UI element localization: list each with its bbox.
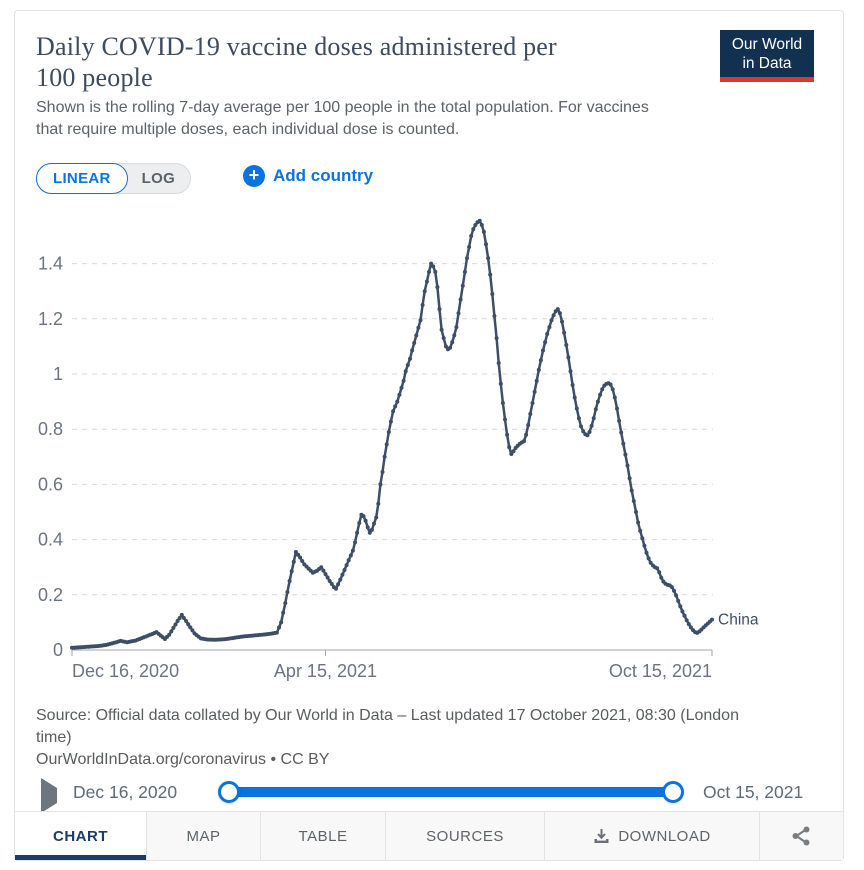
plus-icon: + — [243, 165, 265, 187]
add-country-button[interactable]: + Add country — [243, 165, 373, 187]
chart-card: Daily COVID-19 vaccine doses administere… — [14, 10, 844, 861]
download-icon — [593, 828, 610, 845]
timeline-start-handle[interactable] — [218, 781, 240, 803]
log-button[interactable]: LOG — [127, 164, 190, 193]
play-icon — [41, 777, 57, 813]
add-country-label: Add country — [273, 166, 374, 185]
tab-bar: CHART MAP TABLE SOURCES DOWNLOAD — [15, 811, 843, 860]
source-text: Source: Official data collated by Our Wo… — [36, 707, 739, 724]
share-icon — [792, 826, 811, 846]
timeline: Dec 16, 2020 Oct 15, 2021 — [15, 777, 843, 825]
page-title-line1: Daily COVID-19 vaccine doses administere… — [36, 32, 557, 61]
tab-sources[interactable]: SOURCES — [386, 812, 545, 860]
play-button[interactable] — [38, 777, 60, 813]
timeline-slider-track[interactable] — [229, 787, 673, 797]
page-title: Daily COVID-19 vaccine doses administere… — [36, 31, 726, 93]
source-link[interactable]: OurWorldInData.org/coronavirus • CC BY — [36, 751, 330, 768]
timeline-end-handle[interactable] — [662, 781, 684, 803]
timeline-end-label: Oct 15, 2021 — [703, 782, 804, 802]
source-note: Source: Official data collated by Our Wo… — [36, 705, 821, 771]
owid-logo-red-bar — [720, 77, 814, 82]
tab-table[interactable]: TABLE — [261, 812, 386, 860]
timeline-start-label: Dec 16, 2020 — [73, 782, 178, 802]
page-title-line2: 100 people — [36, 63, 153, 92]
tab-download[interactable]: DOWNLOAD — [545, 812, 760, 860]
linear-button[interactable]: LINEAR — [36, 163, 128, 194]
owid-logo-text: Our World in Data — [720, 30, 814, 77]
scale-toggle: LINEAR LOG — [36, 163, 192, 194]
tab-share[interactable] — [760, 812, 843, 860]
tab-chart[interactable]: CHART — [15, 812, 147, 860]
chart-controls: LINEAR LOG + Add country — [36, 163, 373, 194]
tab-map[interactable]: MAP — [147, 812, 261, 860]
owid-logo[interactable]: Our World in Data — [720, 30, 814, 82]
chart-subtitle: Shown is the rolling 7-day average per 1… — [36, 99, 649, 138]
